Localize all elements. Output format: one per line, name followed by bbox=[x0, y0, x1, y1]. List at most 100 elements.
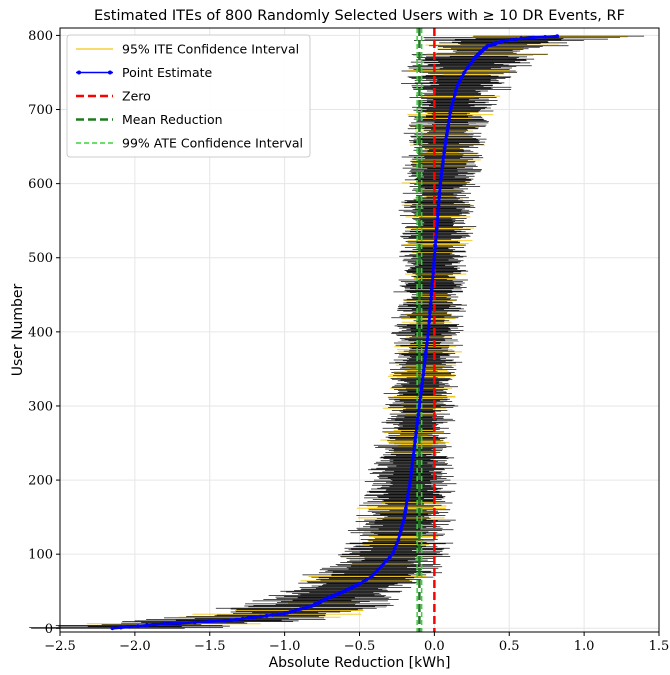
point-estimate-marker bbox=[228, 618, 233, 623]
point-estimate-marker bbox=[429, 297, 433, 302]
y-tick-label: 400 bbox=[28, 325, 53, 340]
point-estimate-marker bbox=[447, 119, 451, 124]
point-estimate-marker bbox=[428, 301, 433, 306]
point-estimate-marker bbox=[413, 439, 417, 444]
point-estimate-marker bbox=[144, 623, 149, 628]
point-estimate-marker bbox=[444, 137, 448, 142]
x-tick-label: 1.5 bbox=[649, 639, 670, 654]
y-tick-label: 300 bbox=[28, 399, 53, 414]
point-estimate-marker bbox=[432, 252, 437, 257]
point-estimate-marker bbox=[409, 466, 414, 471]
point-estimate-marker bbox=[438, 181, 443, 186]
legend-swatch-marker bbox=[108, 70, 112, 75]
point-estimate-marker bbox=[441, 155, 446, 159]
point-estimate-marker bbox=[423, 355, 428, 359]
point-estimate-marker bbox=[405, 497, 410, 502]
point-estimate-marker bbox=[462, 70, 467, 75]
point-estimate-marker bbox=[392, 546, 397, 551]
plot-layer bbox=[29, 28, 645, 632]
point-estimate-marker bbox=[431, 266, 436, 271]
point-estimate-marker bbox=[460, 75, 464, 79]
legend-swatch-marker bbox=[77, 70, 81, 75]
point-estimate-marker bbox=[397, 533, 402, 537]
point-estimate-marker bbox=[415, 421, 420, 426]
point-estimate-marker bbox=[409, 470, 414, 475]
point-estimate-marker bbox=[440, 163, 445, 168]
point-estimate-marker bbox=[430, 279, 435, 284]
point-estimate-marker bbox=[442, 146, 447, 150]
point-estimate-marker bbox=[468, 61, 473, 66]
point-estimate-marker bbox=[426, 324, 431, 328]
point-estimate-marker bbox=[411, 457, 415, 462]
legend-entry: 95% ITE Confidence Interval bbox=[76, 42, 299, 57]
point-estimate-marker bbox=[406, 488, 411, 493]
point-estimate-marker bbox=[455, 83, 460, 88]
tick-layer: −2.5 −2.0 −1.5 −1.0 −0.5 0.0 0.5 1.0 1.5 0 100 200 3… bbox=[28, 29, 669, 654]
point-estimate-marker bbox=[454, 88, 458, 93]
point-estimate-marker bbox=[426, 332, 430, 337]
point-estimate-marker bbox=[435, 212, 440, 217]
point-estimate-marker bbox=[543, 34, 548, 39]
point-estimate-marker bbox=[555, 34, 560, 39]
point-estimate-marker bbox=[394, 541, 399, 546]
x-axis-title: Absolute Reduction [kWh] bbox=[269, 655, 451, 671]
y-tick-label: 800 bbox=[28, 29, 53, 44]
point-estimate-marker bbox=[118, 625, 123, 630]
legend: 95% ITE Confidence Interval Point Estimat… bbox=[66, 34, 311, 158]
point-estimate-marker bbox=[415, 417, 420, 422]
legend-label: Point Estimate bbox=[122, 65, 213, 80]
point-estimate-marker bbox=[499, 39, 504, 44]
point-estimate-marker bbox=[416, 408, 421, 413]
point-estimate-marker bbox=[234, 617, 239, 622]
point-estimate-marker bbox=[443, 141, 448, 146]
point-estimate-marker bbox=[439, 172, 444, 177]
point-estimate-marker bbox=[438, 186, 442, 190]
point-estimate-marker bbox=[433, 248, 437, 253]
point-estimate-marker bbox=[437, 199, 441, 204]
point-estimate-marker bbox=[433, 243, 438, 248]
chart-title: Estimated ITEs of 800 Randomly Selected … bbox=[94, 8, 625, 24]
point-estimate-marker bbox=[264, 613, 269, 618]
point-estimate-marker bbox=[177, 621, 182, 626]
point-estimate-marker bbox=[421, 368, 426, 373]
point-estimate-marker bbox=[412, 448, 416, 453]
point-estimate-marker bbox=[432, 257, 437, 262]
point-estimate-marker bbox=[419, 390, 423, 395]
point-estimate-marker bbox=[408, 479, 413, 484]
point-estimate-marker bbox=[421, 372, 426, 377]
point-estimate-marker bbox=[504, 38, 509, 43]
legend-entry: Mean Reduction bbox=[76, 112, 223, 127]
x-tick-label: 0.0 bbox=[424, 639, 445, 654]
point-estimate-marker bbox=[276, 612, 281, 617]
point-estimate-marker bbox=[436, 208, 441, 213]
point-estimate-marker bbox=[420, 381, 424, 386]
point-estimate-marker bbox=[430, 275, 435, 279]
point-estimate-marker bbox=[391, 550, 395, 555]
point-estimate-marker bbox=[222, 618, 227, 623]
point-estimate-marker bbox=[414, 430, 419, 435]
point-estimate-marker bbox=[519, 36, 524, 41]
x-tick-label: −1.5 bbox=[194, 639, 226, 654]
point-estimate-marker bbox=[420, 377, 425, 382]
point-estimate-marker bbox=[434, 235, 438, 239]
legend-label: 95% ITE Confidence Interval bbox=[122, 42, 299, 57]
legend-label: Mean Reduction bbox=[122, 112, 223, 127]
y-tick-label: 100 bbox=[28, 548, 53, 563]
point-estimate-marker bbox=[425, 341, 429, 346]
point-estimate-marker bbox=[240, 616, 245, 621]
point-estimate-marker bbox=[448, 110, 453, 115]
point-estimate-marker bbox=[422, 364, 427, 368]
point-estimate-marker bbox=[514, 37, 519, 42]
point-estimate-marker bbox=[452, 92, 457, 97]
point-estimate-marker bbox=[418, 399, 422, 404]
point-estimate-marker bbox=[465, 66, 470, 70]
point-estimate-marker bbox=[413, 435, 418, 439]
y-tick-label: 500 bbox=[28, 251, 53, 266]
y-tick-label: 700 bbox=[28, 103, 53, 118]
point-estimate-marker bbox=[127, 624, 132, 629]
point-estimate-marker bbox=[430, 284, 434, 288]
point-estimate-marker bbox=[429, 288, 434, 293]
point-estimate-marker bbox=[428, 310, 432, 315]
point-estimate-marker bbox=[371, 573, 375, 577]
point-estimate-marker bbox=[412, 444, 417, 448]
